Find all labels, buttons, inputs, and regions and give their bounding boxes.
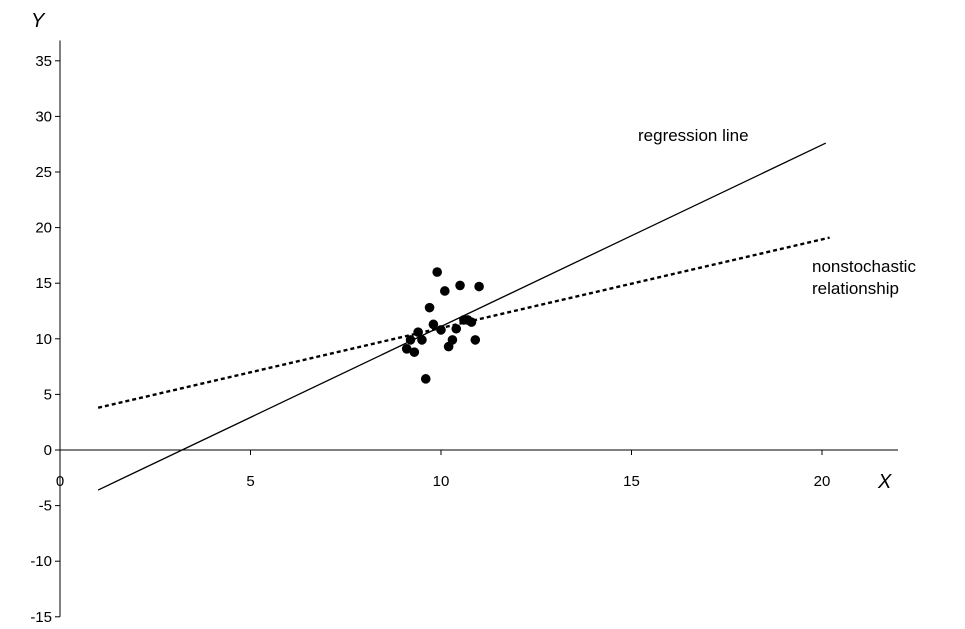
y-tick-label: 35 <box>35 53 52 70</box>
y-axis-label: Y <box>31 10 46 32</box>
nonstochastic-line <box>97 236 830 409</box>
data-point <box>409 347 420 357</box>
data-point <box>432 267 442 277</box>
y-tick-label: 10 <box>35 331 52 348</box>
scatter-points <box>401 267 484 384</box>
x-tick-label: 5 <box>246 473 254 490</box>
y-tick-label: -10 <box>30 553 52 570</box>
data-point <box>436 325 446 335</box>
y-tick-label: 25 <box>35 164 52 181</box>
nonstochastic-label: nonstochastic relationship <box>812 257 921 298</box>
x-tick-label: 15 <box>623 473 640 490</box>
data-point <box>447 335 458 345</box>
y-tick-label: 30 <box>35 108 52 125</box>
nonstochastic-label-line1: nonstochastic <box>812 257 916 276</box>
data-point <box>424 302 435 313</box>
x-tick-label: 20 <box>814 473 831 490</box>
nonstochastic-label-line2: relationship <box>812 279 899 298</box>
data-point <box>440 286 450 296</box>
y-tick-label: -5 <box>39 498 52 515</box>
y-tick-label: 0 <box>44 442 52 459</box>
x-tick-label: 0 <box>56 473 64 490</box>
regression-line-label: regression line <box>638 126 749 145</box>
data-point <box>413 327 423 337</box>
data-point <box>417 335 427 345</box>
data-point <box>428 319 439 330</box>
data-point <box>405 335 416 345</box>
x-tick-label: 10 <box>433 473 450 490</box>
data-point <box>474 281 484 292</box>
data-point <box>401 344 412 354</box>
data-point <box>420 374 431 384</box>
data-point <box>455 280 465 291</box>
y-tick-label: 15 <box>35 275 52 292</box>
y-tick-label: 20 <box>35 220 52 237</box>
data-point <box>470 335 481 345</box>
y-tick-label: -15 <box>30 609 52 626</box>
axes <box>59 40 898 617</box>
data-point <box>451 323 462 334</box>
x-axis-label: X <box>877 471 892 493</box>
y-tick-label: 5 <box>44 386 52 403</box>
data-point <box>466 317 477 327</box>
